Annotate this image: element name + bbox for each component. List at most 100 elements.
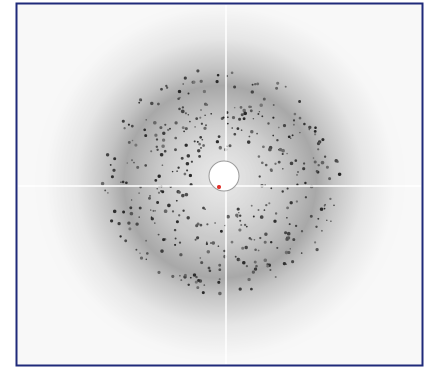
spot [302, 167, 305, 170]
page: (() => { JSON.parse(document.getElementB… [0, 0, 425, 368]
spot [333, 205, 335, 207]
spot [203, 90, 206, 93]
spot [182, 210, 184, 212]
spot [278, 161, 281, 164]
spot [162, 238, 165, 241]
spot [264, 233, 267, 236]
spot [321, 161, 325, 165]
beam-center [217, 185, 221, 189]
spot [324, 204, 326, 206]
spot [174, 244, 176, 246]
spot [198, 155, 201, 158]
spot [200, 261, 203, 264]
spot [227, 123, 229, 125]
spot [242, 261, 245, 264]
spot [185, 112, 187, 114]
spot [167, 129, 169, 131]
spot [206, 241, 208, 243]
spot [204, 115, 205, 116]
spot [259, 103, 262, 106]
spot [232, 116, 235, 119]
spot [314, 241, 316, 243]
spot [199, 117, 201, 119]
spot [290, 138, 291, 139]
spot [101, 182, 104, 185]
spot [299, 117, 302, 120]
spot [122, 211, 125, 214]
spot [240, 224, 242, 226]
spot [107, 192, 109, 194]
spot [282, 153, 284, 155]
spot [321, 138, 324, 141]
spot [250, 130, 253, 133]
spot [177, 167, 179, 169]
spot [315, 226, 317, 228]
spot [184, 77, 187, 80]
spot [191, 161, 193, 163]
spot [313, 157, 315, 159]
spot [195, 117, 198, 120]
spot [324, 156, 326, 158]
spot [134, 144, 137, 147]
spot [254, 239, 256, 241]
spot [195, 224, 198, 227]
spot [283, 262, 286, 265]
spot [162, 164, 164, 166]
spot [112, 169, 115, 172]
spot [154, 222, 155, 223]
spot [124, 239, 127, 242]
spot [292, 238, 295, 241]
spot [275, 87, 278, 90]
spot [202, 291, 205, 294]
spot [154, 134, 157, 137]
spot [185, 144, 188, 147]
spot [139, 207, 142, 210]
spot [174, 229, 176, 231]
spot [178, 214, 180, 216]
spot [288, 135, 291, 138]
spot [156, 138, 158, 140]
spot [326, 220, 327, 221]
spot [128, 141, 131, 144]
spot [132, 140, 134, 142]
spot [187, 216, 190, 219]
spot [326, 166, 329, 169]
spot [193, 273, 196, 276]
spot [330, 221, 331, 222]
spot [291, 260, 294, 263]
spot [150, 102, 153, 105]
spot [149, 195, 151, 197]
spot [293, 124, 295, 126]
spot [220, 230, 223, 233]
spot [290, 201, 293, 204]
spot [250, 109, 253, 112]
spot [171, 275, 174, 278]
spot [127, 162, 129, 164]
spot [192, 81, 195, 84]
spot [234, 107, 236, 109]
spot [198, 143, 201, 146]
spot [247, 140, 250, 143]
spot [275, 276, 277, 278]
spot [176, 200, 178, 202]
spot [139, 252, 140, 253]
spot [319, 142, 321, 144]
spot [123, 127, 125, 129]
spot [235, 214, 238, 217]
spot [259, 237, 261, 239]
spot [258, 209, 260, 211]
spot [285, 252, 287, 254]
spot [238, 228, 241, 231]
spot [216, 140, 219, 143]
spot [264, 209, 266, 211]
spot [250, 288, 253, 291]
spot [155, 210, 156, 211]
spot [187, 154, 190, 157]
spot [164, 209, 168, 213]
spot [324, 208, 326, 210]
spot [162, 138, 165, 141]
spot [217, 74, 220, 77]
spot [226, 215, 230, 219]
spot [290, 248, 291, 249]
spot [160, 153, 163, 156]
